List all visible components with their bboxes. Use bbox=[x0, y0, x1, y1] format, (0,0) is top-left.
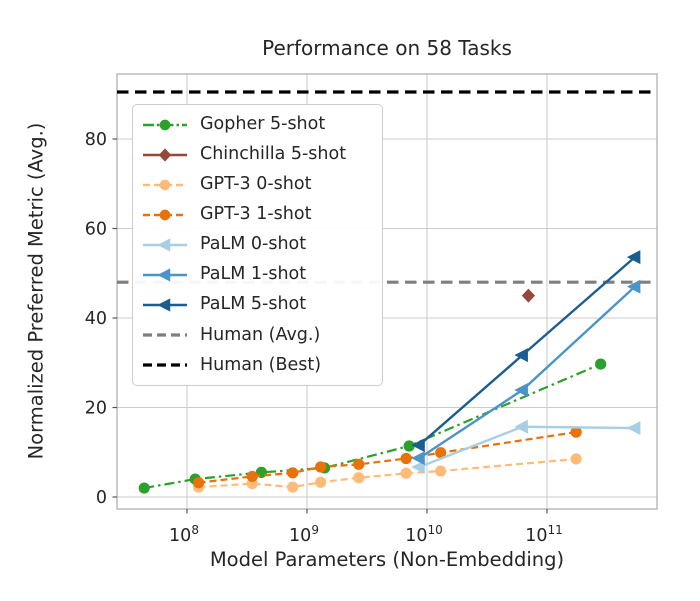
legend-item-chinchilla-5-shot: Chinchilla 5-shot bbox=[142, 140, 382, 169]
marker-circle bbox=[315, 461, 327, 473]
marker-circle bbox=[159, 179, 171, 191]
legend-item-palm-1-shot: PaLM 1-shot bbox=[142, 261, 382, 290]
marker-circle bbox=[400, 467, 412, 479]
legend-label: Chinchilla 5-shot bbox=[200, 143, 347, 164]
marker-circle bbox=[435, 465, 447, 477]
marker-diamond bbox=[521, 288, 536, 303]
legend-label: PaLM 0-shot bbox=[200, 234, 307, 255]
legend-item-human-best-: Human (Best) bbox=[142, 351, 382, 380]
legend-sample-triangle-left bbox=[143, 268, 187, 282]
legend-label: PaLM 5-shot bbox=[200, 294, 307, 315]
marker-circle bbox=[193, 477, 205, 489]
x-tick-label: 109 bbox=[289, 523, 319, 546]
legend-item-palm-0-shot: PaLM 0-shot bbox=[142, 230, 382, 259]
marker-triangle-left bbox=[626, 279, 641, 294]
legend-item-gopher-5-shot: Gopher 5-shot bbox=[142, 110, 382, 139]
chart-title: Performance on 58 Tasks bbox=[262, 36, 512, 60]
marker-triangle-left bbox=[626, 250, 641, 265]
legend-sample-diamond bbox=[143, 148, 187, 162]
plot-border bbox=[116, 73, 658, 510]
y-tick-label: 20 bbox=[85, 399, 107, 419]
series-chinchilla-5-shot bbox=[521, 288, 536, 303]
legend-item-palm-5-shot: PaLM 5-shot bbox=[142, 291, 382, 320]
series-line bbox=[198, 457, 577, 489]
y-tick-label: 60 bbox=[85, 220, 107, 240]
marker-triangle-left bbox=[157, 298, 171, 312]
legend: Gopher 5-shot Chinchilla 5-shot GPT-3 0-sh… bbox=[132, 104, 383, 386]
x-tick-label: 1011 bbox=[525, 523, 563, 546]
legend-label: Human (Avg.) bbox=[200, 324, 321, 345]
marker-circle bbox=[435, 447, 447, 459]
marker-triangle-left bbox=[514, 419, 528, 434]
marker-triangle-left bbox=[411, 460, 425, 475]
marker-triangle-left bbox=[157, 268, 171, 282]
legend-label: GPT-3 1-shot bbox=[200, 204, 312, 225]
legend-item-human-avg-: Human (Avg.) bbox=[142, 321, 382, 350]
series-palm-5-shot bbox=[411, 250, 641, 453]
legend-sample-circle bbox=[143, 179, 187, 191]
legend-sample-line bbox=[143, 363, 187, 367]
marker-triangle-left bbox=[411, 451, 425, 466]
marker-circle bbox=[138, 482, 150, 494]
series-gpt-3-1-shot bbox=[193, 426, 582, 489]
marker-triangle-left bbox=[514, 348, 528, 363]
series-palm-0-shot bbox=[411, 419, 641, 475]
y-tick-label: 0 bbox=[96, 488, 107, 508]
marker-circle bbox=[287, 467, 299, 479]
marker-circle bbox=[315, 476, 327, 488]
legend-label: Human (Best) bbox=[200, 354, 322, 375]
marker-circle bbox=[400, 452, 412, 465]
marker-circle bbox=[570, 453, 582, 465]
x-axis-label: Model Parameters (Non-Embedding) bbox=[209, 548, 565, 571]
marker-circle bbox=[246, 470, 258, 483]
marker-circle bbox=[159, 209, 171, 221]
legend-sample-circle bbox=[143, 119, 187, 130]
marker-circle bbox=[595, 358, 607, 370]
y-tick-label: 80 bbox=[85, 130, 107, 150]
y-tick-label: 40 bbox=[85, 309, 107, 329]
legend-item-gpt-3-1-shot: GPT-3 1-shot bbox=[142, 200, 382, 229]
marker-circle bbox=[159, 119, 171, 130]
legend-label: PaLM 1-shot bbox=[200, 264, 307, 285]
series-palm-1-shot bbox=[411, 279, 641, 466]
legend-label: Gopher 5-shot bbox=[200, 113, 326, 134]
legend-sample-triangle-left bbox=[143, 238, 187, 252]
x-tick-label: 1010 bbox=[405, 523, 443, 546]
marker-diamond bbox=[158, 148, 172, 162]
marker-triangle-left bbox=[157, 238, 171, 252]
marker-triangle-left bbox=[514, 383, 528, 398]
x-tick-label: 108 bbox=[169, 523, 199, 546]
marker-triangle-left bbox=[626, 421, 641, 436]
legend-sample-circle bbox=[143, 209, 187, 221]
legend-sample-line bbox=[143, 333, 187, 337]
legend-label: GPT-3 0-shot bbox=[200, 174, 312, 195]
marker-circle bbox=[287, 481, 299, 493]
marker-circle bbox=[403, 440, 415, 452]
marker-circle bbox=[353, 458, 365, 470]
legend-sample-triangle-left bbox=[143, 298, 187, 312]
marker-circle bbox=[353, 472, 365, 484]
marker-circle bbox=[570, 426, 582, 438]
marker-triangle-left bbox=[411, 438, 425, 453]
series-line bbox=[198, 431, 577, 484]
legend-item-gpt-3-0-shot: GPT-3 0-shot bbox=[142, 170, 382, 199]
